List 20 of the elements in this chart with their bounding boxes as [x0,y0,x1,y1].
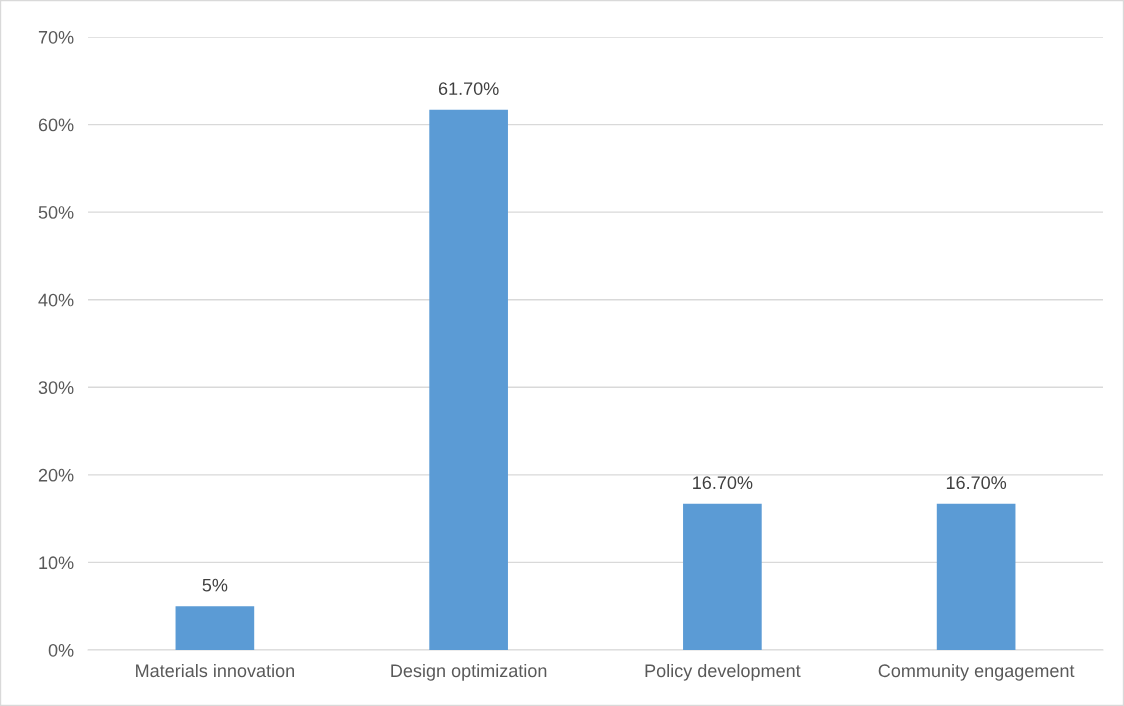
y-tick-label: 40% [38,293,74,307]
data-label: 16.70% [693,476,753,490]
y-tick-label: 60% [38,118,74,132]
bar [429,109,508,650]
y-tick-label: 0% [48,643,74,657]
y-tick-label: 70% [38,30,74,44]
data-label: 5% [202,578,228,592]
data-label: 61.70% [438,82,499,95]
y-tick-label: 50% [38,206,74,219]
y-tick-label: 30% [38,381,74,395]
x-tick-label: Policy development [645,663,801,681]
y-tick-label: 10% [39,556,74,570]
bar [936,503,1016,650]
x-tick-label: Community engagement [878,663,1075,681]
data-label: 16.70% [946,476,1007,490]
x-tick-label: Materials innovation [136,663,294,678]
bar [175,606,255,650]
x-tick-label: Design optimization [391,663,547,681]
bar [683,503,762,650]
y-tick-label: 20% [38,468,74,482]
